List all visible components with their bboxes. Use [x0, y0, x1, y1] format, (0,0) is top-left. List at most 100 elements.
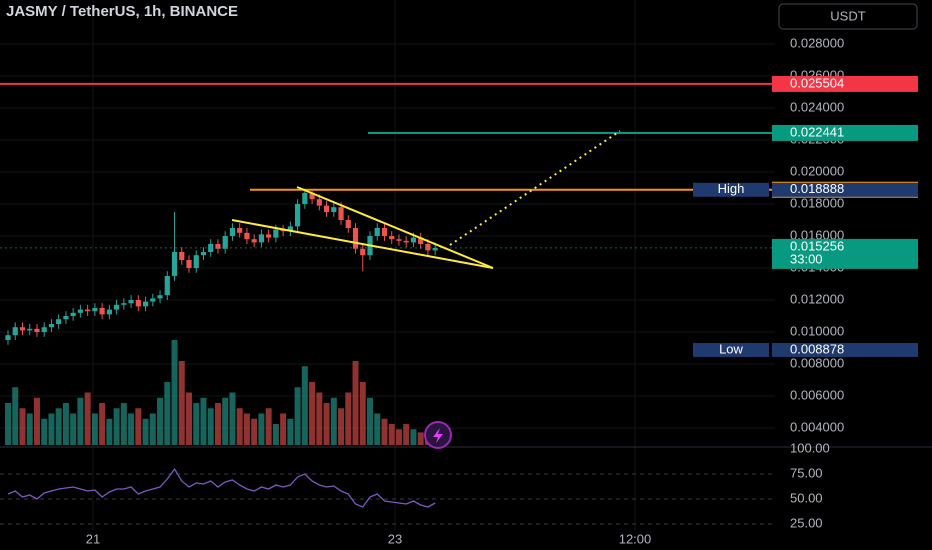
rsi-tick-label: 25.00	[790, 515, 823, 530]
volume-bar	[272, 424, 279, 445]
marker-name-box	[693, 342, 769, 357]
candle-body	[331, 207, 337, 212]
volume-bar	[374, 413, 381, 445]
volume-bar	[91, 413, 98, 445]
candle-body	[92, 308, 98, 312]
volume-bar	[193, 403, 200, 445]
candle-body	[12, 327, 18, 336]
candle-body	[179, 252, 185, 260]
volume-bar	[106, 418, 113, 445]
volume-bar	[222, 397, 229, 445]
y-tick-label: 0.008000	[790, 355, 844, 370]
volume-bar	[99, 403, 106, 445]
trendline	[296, 186, 494, 269]
candle-body	[338, 207, 344, 220]
marker-name: Low	[719, 341, 743, 356]
volume-bar	[236, 408, 243, 445]
marker-name: High	[718, 181, 745, 196]
marker-value-box	[772, 182, 918, 197]
last-price-box	[772, 238, 918, 269]
candle-body	[157, 295, 163, 299]
candle-body	[222, 236, 228, 249]
volume-bar	[41, 418, 48, 445]
candle-body	[63, 316, 69, 320]
volume-bar	[294, 387, 301, 445]
candle-body	[128, 300, 134, 304]
candle-body	[258, 234, 264, 243]
x-tick-label: 21	[86, 531, 100, 546]
candle-body	[360, 248, 366, 256]
candle-body	[164, 276, 170, 296]
price-label: 0.022441	[790, 124, 844, 139]
rsi-tick-label: 75.00	[790, 465, 823, 480]
candle-body	[266, 234, 272, 238]
volume-bar	[77, 397, 84, 445]
volume-bar	[149, 413, 156, 445]
y-tick-label: 0.016000	[790, 227, 844, 242]
volume-bar	[70, 413, 77, 445]
projection	[449, 130, 621, 246]
y-tick-label: 0.012000	[790, 291, 844, 306]
volume-bar	[142, 418, 149, 445]
volume-bar	[287, 418, 294, 445]
volume-bar	[301, 366, 308, 445]
marker-value: 0.008878	[790, 341, 844, 356]
candle-body	[229, 228, 236, 236]
volume-bar	[417, 432, 424, 445]
candle-body	[114, 304, 120, 310]
volume-bar	[229, 392, 236, 445]
candle-body	[287, 226, 293, 232]
candle-body	[56, 319, 62, 324]
candle-body	[323, 205, 330, 212]
volume-bar	[345, 392, 352, 445]
candle-body	[389, 236, 395, 240]
volume-bar	[48, 413, 55, 445]
rsi-tick-label: 50.00	[790, 490, 823, 505]
y-tick-label: 0.010000	[790, 323, 844, 338]
volume-bar	[128, 413, 135, 445]
y-tick-label: 0.004000	[790, 419, 844, 434]
alert-bolt	[433, 428, 443, 443]
volume-bar	[403, 424, 410, 445]
candle-body	[99, 308, 105, 315]
volume-bar	[84, 392, 91, 445]
candle-body	[215, 244, 221, 249]
candle-body	[309, 192, 315, 200]
candle-body	[237, 228, 243, 233]
volume-bar	[258, 413, 265, 445]
volume-bar	[214, 403, 221, 445]
candle-body	[135, 300, 141, 307]
volume-bar	[200, 397, 207, 445]
volume-bar	[251, 418, 258, 445]
candle-body	[106, 309, 112, 315]
currency-button[interactable]	[778, 3, 918, 30]
rsi-tick-label: 100.00	[790, 440, 830, 455]
y-tick-label: 0.020000	[790, 163, 844, 178]
candle-body	[34, 328, 40, 332]
marker-name-box	[693, 182, 769, 197]
candle-body	[345, 220, 351, 228]
price-label-box	[772, 124, 918, 141]
candle-body	[193, 255, 199, 268]
candle-body	[171, 252, 178, 276]
volume-bar	[19, 408, 26, 445]
x-tick-label: 12:00	[619, 531, 652, 546]
volume-bar	[207, 408, 214, 445]
volume-bar	[135, 408, 142, 445]
candle-body	[48, 324, 55, 328]
price-label-box	[772, 75, 918, 92]
volume-bar	[381, 418, 388, 445]
volume-bar	[178, 361, 185, 445]
countdown: 33:00	[790, 251, 823, 266]
last-price-label: 0.015256	[790, 238, 844, 253]
candle-body	[121, 303, 127, 305]
currency: USDT	[830, 8, 865, 23]
volume-bar	[330, 397, 337, 445]
volume-bar	[12, 387, 19, 445]
volume-bar	[62, 403, 69, 445]
volume-bar	[309, 382, 316, 445]
candle-body	[70, 312, 76, 316]
candle-body	[85, 309, 91, 312]
price-label: 0.025504	[790, 75, 844, 90]
